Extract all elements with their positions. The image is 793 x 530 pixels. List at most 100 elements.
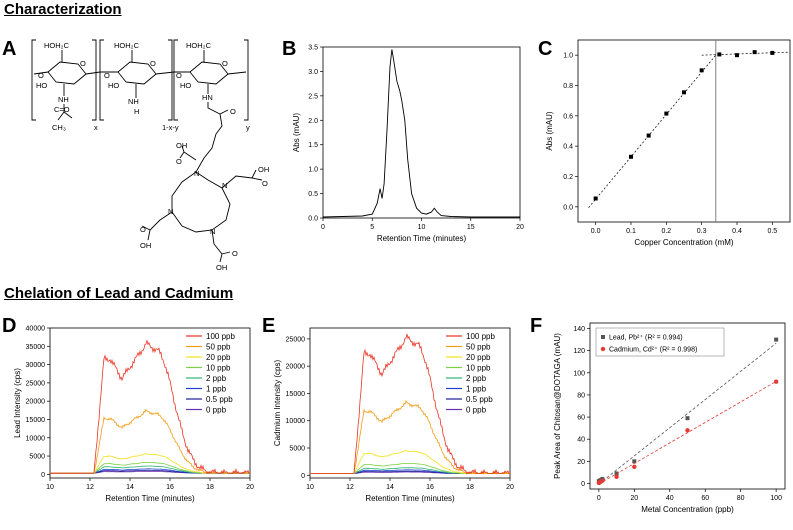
y-tick-label: 40 xyxy=(577,437,585,444)
x-tick-label: 12 xyxy=(346,484,354,491)
x-tick-label: 10 xyxy=(418,224,426,231)
x-tick-label: 10 xyxy=(46,484,54,491)
panel-letter-d: D xyxy=(2,315,17,337)
label-ring-o-2: O xyxy=(150,59,156,68)
x-axis-title: Copper Concentration (mM) xyxy=(634,238,733,247)
label-hn: HN xyxy=(202,93,213,102)
panel-letter-c: C xyxy=(538,38,553,60)
x-tick-label: 60 xyxy=(701,495,709,502)
y-tick-label: 0 xyxy=(301,473,305,480)
data-point xyxy=(593,196,598,201)
data-point xyxy=(664,111,669,116)
fit-line-rising xyxy=(588,54,717,208)
data-point xyxy=(735,53,739,58)
y-tick-label: 10000 xyxy=(26,435,46,442)
label-o-acid-3: O xyxy=(140,225,146,234)
x-tick-label: 0.0 xyxy=(591,228,601,235)
x-tick-label: 15 xyxy=(467,224,475,231)
legend-label: 0 ppb xyxy=(206,406,227,415)
x-tick-label: 100 xyxy=(770,495,782,502)
legend-label: 20 ppb xyxy=(466,353,491,362)
data-point xyxy=(646,133,651,138)
bracket-mid-close xyxy=(168,39,173,121)
y-tick-label: 20000 xyxy=(286,364,306,371)
label-ho-2: HO xyxy=(108,81,119,90)
y-axis-title: Peak Area of Chitosan@DOTAGA (mAU) xyxy=(553,333,562,479)
plot-frame xyxy=(322,46,521,219)
x-tick-label: 14 xyxy=(126,484,134,491)
legend-label: 20 ppb xyxy=(206,353,231,362)
x-axis-title: Retention Time (minutes) xyxy=(365,494,455,503)
label-oh-acid-1: OH xyxy=(176,141,187,150)
y-tick-label: 1.0 xyxy=(563,53,573,60)
y-tick-label: 25000 xyxy=(286,336,306,343)
legend-label: 10 ppb xyxy=(206,364,231,373)
label-ho-1: HO xyxy=(36,81,47,90)
plot-frame xyxy=(49,327,251,479)
label-n-4: N xyxy=(210,227,215,236)
y-tick-label: 0.0 xyxy=(308,216,318,223)
label-o-acid-2: O xyxy=(262,179,268,188)
y-tick-label: 20000 xyxy=(26,399,46,406)
bracket-mid-open xyxy=(99,39,104,121)
label-ho-3: HO xyxy=(180,81,191,90)
y-tick-label: 140 xyxy=(573,326,585,333)
data-point-lead xyxy=(685,416,690,421)
data-point xyxy=(682,90,686,95)
label-hoh2c-3: HOH₂C xyxy=(186,41,212,50)
x-tick-label: 16 xyxy=(426,484,434,491)
legend-label: 0.5 ppb xyxy=(466,395,493,404)
label-o-acid-1: O xyxy=(176,157,182,166)
x-tick-label: 0.1 xyxy=(626,228,636,235)
data-point-cadmium xyxy=(614,474,619,480)
x-tick-label: 20 xyxy=(246,484,254,491)
label-oh-acid-4: OH xyxy=(216,263,227,272)
label-link-o-3: O xyxy=(176,71,182,80)
y-tick-label: 2.0 xyxy=(308,118,318,125)
chart-f: 0 20 40 60 80 100 0 20 40 60 80 100 120 140 Metal Conc… xyxy=(553,322,786,514)
legend-label: 1 ppb xyxy=(206,385,227,394)
structure-labels: HOH₂C HOH₂C HOH₂C O O O O O O HO HO HO N… xyxy=(36,41,269,272)
x-tick-label: 10 xyxy=(306,484,314,491)
x-axis-title: Retention Time (minutes) xyxy=(377,234,467,243)
label-subscript-x: x xyxy=(94,123,98,132)
y-tick-label: 1.0 xyxy=(308,167,318,174)
data-point-lead xyxy=(632,459,637,464)
x-tick-label: 0.3 xyxy=(697,228,707,235)
fit-line-plateau xyxy=(701,51,791,56)
y-axis-title: Abs (mAU) xyxy=(545,111,554,150)
legend-label: 50 ppb xyxy=(206,343,231,352)
chart-d: 10 12 14 16 18 20 0 5000 10000 15000 20000 25000 300… xyxy=(13,326,254,504)
y-axis-title: Cadmium Intensity (cps) xyxy=(273,360,282,447)
y-tick-label: 35000 xyxy=(26,344,46,351)
x-tick-label: 80 xyxy=(737,495,745,502)
series-line-2-ppb xyxy=(50,465,251,474)
cyclen-ring xyxy=(171,171,231,233)
y-axis-title: Lead Intensity (cps) xyxy=(13,368,22,438)
fit-line-lead xyxy=(598,342,777,485)
legend-label: 0 ppb xyxy=(466,406,487,415)
chitosan-dotaga-structure xyxy=(31,39,263,263)
y-tick-label: 120 xyxy=(573,348,585,355)
label-hoh2c-2: HOH₂C xyxy=(114,41,140,50)
data-point-cadmium xyxy=(600,478,605,483)
series-line-50-ppb xyxy=(50,408,250,474)
data-point xyxy=(699,68,704,73)
legend-label: 10 ppb xyxy=(466,364,491,373)
y-tick-label: 3.5 xyxy=(308,45,318,52)
bracket-x-open xyxy=(31,39,36,121)
bracket-y-open xyxy=(173,39,178,121)
x-tick-label: 0.4 xyxy=(732,228,742,235)
label-ring-o-3: O xyxy=(222,59,228,68)
section-title-chelation: Chelation of Lead and Cadmium xyxy=(4,285,234,302)
label-n-1: N xyxy=(194,169,199,178)
legend-label: 2 ppb xyxy=(206,374,227,383)
label-link-o-2: O xyxy=(104,71,110,80)
legend-label: 0.5 ppb xyxy=(206,395,233,404)
y-tick-label: 0.5 xyxy=(308,191,318,198)
legend-label: Cadmium, Cd²⁺ (R² = 0.998) xyxy=(609,347,697,354)
x-tick-label: 5 xyxy=(370,224,374,231)
x-axis-title: Metal Concentration (ppb) xyxy=(641,505,734,514)
chart-c: 0.0 0.1 0.2 0.3 0.4 0.5 0.0 0.2 0.4 0.6 0.8 1.0 Copp… xyxy=(545,39,791,247)
x-tick-label: 16 xyxy=(166,484,174,491)
